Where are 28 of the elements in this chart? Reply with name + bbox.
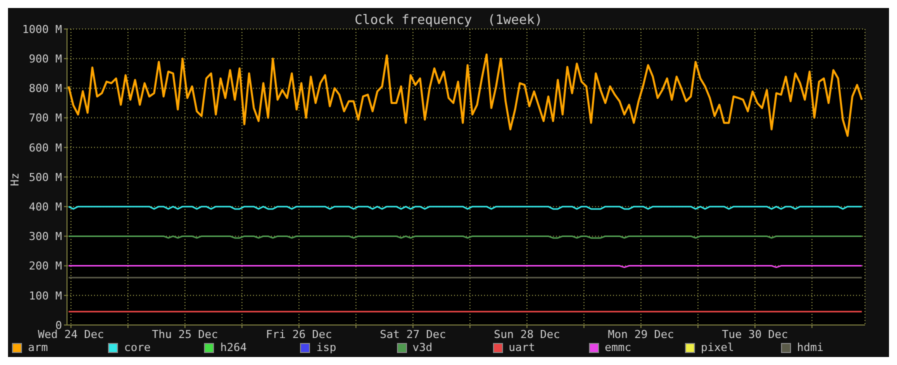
legend-label: isp: [316, 341, 336, 354]
x-tick-label: Tue 30 Dec: [722, 328, 788, 341]
y-axis-title: Hz: [8, 172, 22, 188]
y-tick-label: 1000 M: [22, 22, 62, 36]
legend-label: uart: [508, 341, 536, 354]
legend-label: arm: [28, 341, 48, 354]
line-series: [68, 53, 863, 137]
y-tick-label: 800 M: [28, 82, 62, 96]
x-tick-label: Fri 26 Dec: [266, 328, 332, 341]
legend-label: core: [124, 341, 151, 354]
legend-label: pixel: [700, 341, 734, 354]
y-tick-label: 100 M: [28, 289, 62, 302]
y-tick-label: 200 M: [28, 260, 62, 273]
y-tick-label: 400 M: [28, 200, 62, 214]
legend-label: v3d: [412, 341, 432, 354]
x-tick-label: Mon 29 Dec: [608, 328, 674, 341]
x-tick-label: Sun 28 Dec: [494, 328, 560, 341]
x-tick-label: Thu 25 Dec: [152, 328, 218, 341]
chart-title: Clock frequency (1week): [354, 13, 542, 28]
x-tick-label: Sat 27 Dec: [380, 328, 446, 341]
y-tick-label: 500 M: [28, 170, 62, 184]
y-tick-label: 300 M: [28, 230, 62, 244]
legend-label: emmc: [604, 341, 632, 354]
legend-label: h264: [220, 341, 247, 354]
y-tick-label: 700 M: [28, 112, 62, 125]
y-tick-label: 600 M: [28, 141, 62, 154]
legend-label: hdmi: [797, 341, 824, 354]
y-tick-label: 900 M: [28, 52, 62, 66]
